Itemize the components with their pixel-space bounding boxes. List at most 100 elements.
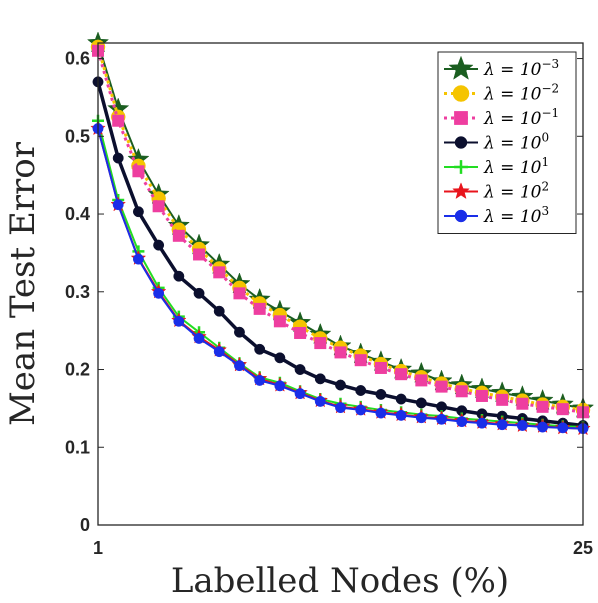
ticks-layer: 0 0.1 0.2 0.3 0.4 0.5 0.6 1 25	[65, 49, 593, 558]
series-2-point-8	[253, 302, 266, 315]
series-2-point-15	[395, 368, 408, 381]
series-6-point-1	[112, 199, 124, 211]
x-tick-label-1: 25	[573, 538, 593, 558]
series-6-point-12	[335, 402, 346, 414]
series-2-point-1	[112, 114, 125, 127]
legend-label-exponent-1: −2	[541, 82, 559, 96]
legend-item-1: λ = 10−2	[444, 82, 559, 105]
series-3-point-12	[335, 379, 346, 391]
series-6-point-15	[395, 409, 407, 421]
series-6-point-3	[153, 287, 165, 299]
y-tick-label-2: 0.2	[65, 360, 90, 380]
legend-label-1: λ = 10−2	[483, 82, 559, 105]
legend-label-exponent-6: 3	[541, 204, 549, 218]
series-6-point-7	[234, 360, 245, 372]
legend-marker-6	[454, 209, 468, 223]
series-6-point-9	[274, 380, 286, 392]
series-6-point-10	[294, 388, 306, 400]
legend-label-exponent-3: 0	[541, 131, 549, 145]
series-2-point-12	[334, 346, 347, 359]
series-3-point-7	[234, 326, 245, 338]
series-3-point-9	[274, 352, 286, 364]
series-3-point-5	[193, 287, 205, 299]
series-3-point-11	[314, 373, 326, 385]
legend-label-2: λ = 10−1	[483, 106, 559, 129]
x-axis-label: Labelled Nodes (%)	[171, 561, 509, 601]
series-6	[92, 123, 589, 435]
series-6-point-4	[173, 315, 185, 327]
series-2-point-9	[273, 315, 286, 328]
y-tick-label-1: 0.1	[65, 437, 90, 457]
legend-marker-2	[454, 111, 468, 125]
legend-label-5: λ = 102	[483, 180, 549, 203]
y-tick-label-4: 0.4	[65, 204, 90, 224]
legend-label-exponent-0: −3	[541, 57, 559, 71]
series-2-point-4	[172, 229, 185, 242]
series-6-point-20	[496, 419, 508, 431]
series-2-point-19	[475, 389, 488, 402]
series-3-point-13	[355, 385, 367, 396]
x-tick-label-0: 1	[93, 538, 103, 558]
y-tick-label-0: 0	[80, 515, 90, 535]
legend-item-3: λ = 100	[444, 131, 549, 154]
series-6-point-2	[132, 253, 144, 265]
series-3-point-6	[213, 305, 225, 317]
y-tick-label-6: 0.6	[65, 49, 90, 69]
legend-marker-3	[454, 136, 468, 149]
series-2	[92, 44, 589, 419]
series-2-point-13	[354, 354, 367, 367]
series-6-point-8	[254, 374, 266, 386]
legend-marker-5	[452, 182, 470, 200]
series-2-point-22	[536, 400, 549, 413]
series-6-point-23	[557, 422, 569, 434]
legend-label-4: λ = 101	[483, 155, 549, 178]
legend-label-exponent-4: 1	[541, 155, 549, 169]
y-tick-label-3: 0.3	[65, 282, 90, 302]
series-6-point-17	[436, 413, 447, 425]
series-2-point-11	[314, 337, 327, 350]
series-2-point-5	[193, 248, 206, 261]
series-3-point-2	[132, 206, 144, 218]
series-2-point-18	[455, 385, 468, 398]
series-2-point-3	[152, 200, 165, 213]
legend-marker-0	[448, 55, 474, 80]
legend-label-0: λ = 10−3	[483, 57, 559, 80]
series-6-point-13	[355, 404, 367, 416]
series-2-point-6	[213, 266, 226, 279]
legend-item-2: λ = 10−1	[444, 106, 559, 129]
legend-marker-1	[452, 85, 470, 102]
legend-item-0: λ = 10−3	[444, 55, 559, 80]
y-tick-label-5: 0.5	[65, 126, 90, 146]
series-6-point-16	[415, 412, 427, 424]
legend-item-6: λ = 103	[444, 204, 549, 227]
series-3-point-3	[153, 239, 165, 251]
series-2-point-16	[415, 374, 428, 387]
series-2-point-2	[132, 165, 145, 178]
legend-label-3: λ = 100	[483, 131, 549, 154]
series-2-point-17	[435, 380, 448, 393]
series-6-point-21	[516, 420, 528, 431]
series-2-point-10	[294, 326, 307, 339]
legend-label-6: λ = 103	[483, 204, 549, 227]
series-3-point-1	[112, 152, 124, 164]
series-3-point-10	[294, 364, 306, 375]
series-6-point-14	[375, 407, 387, 419]
legend-item-4: λ = 101	[444, 155, 549, 178]
series-2-point-20	[496, 393, 509, 406]
series-6-point-22	[537, 421, 549, 433]
series-3-point-4	[173, 270, 185, 282]
series-6-point-19	[476, 417, 488, 429]
series-6-point-18	[456, 416, 468, 428]
series-6-point-11	[314, 395, 326, 407]
legend-item-5: λ = 102	[444, 180, 549, 203]
series-2-point-23	[556, 403, 569, 416]
legend-marker-4	[454, 160, 468, 174]
plot-frame	[97, 42, 584, 526]
series-2-point-21	[516, 397, 529, 410]
series-6-point-5	[193, 332, 205, 344]
series-3-point-8	[254, 343, 266, 355]
legend-label-exponent-5: 2	[541, 180, 549, 194]
series-6-point-6	[213, 346, 225, 358]
